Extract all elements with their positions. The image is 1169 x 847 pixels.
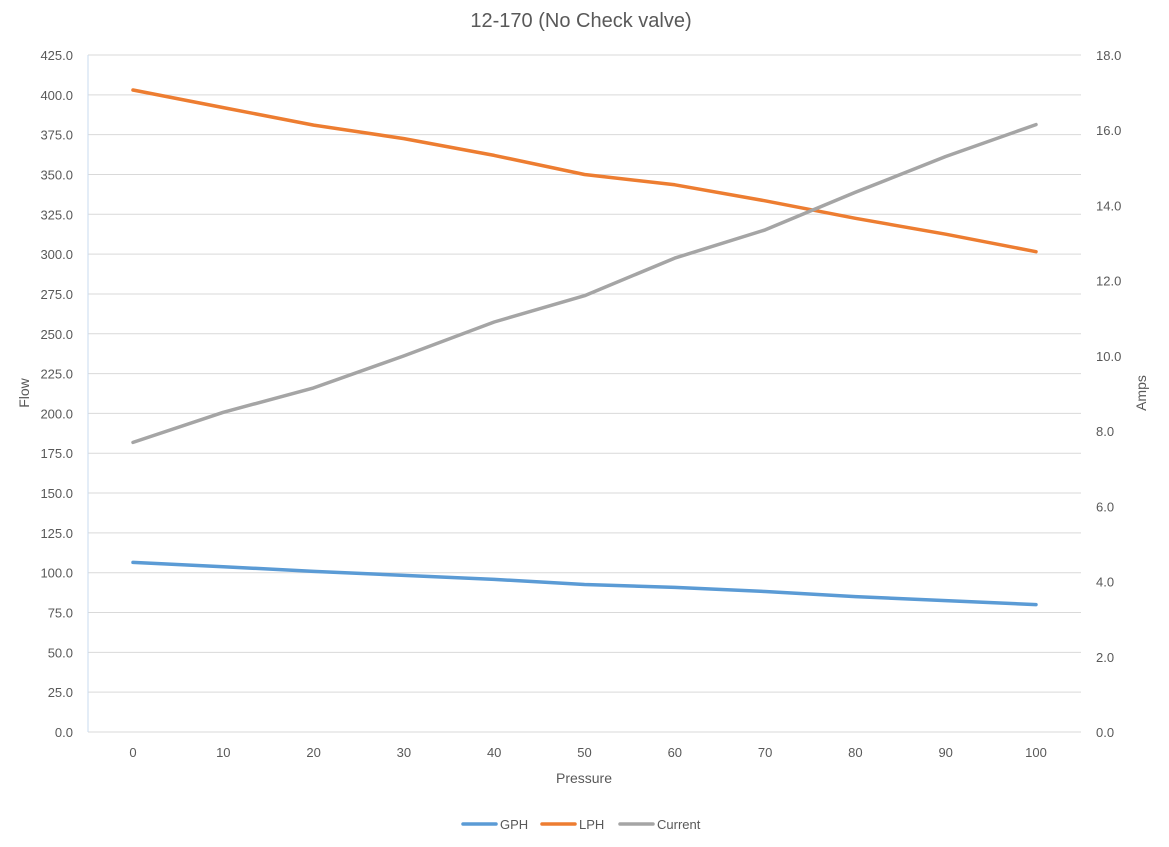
right-axis-ticks: 0.0 2.0 4.0 6.0 8.0 10.0 12.0 14.0 16.0 18.0 xyxy=(1096,48,1121,740)
y-tick-label: 200.0 xyxy=(40,406,73,421)
y2-tick-label: 18.0 xyxy=(1096,48,1121,63)
y-tick-label: 325.0 xyxy=(40,207,73,222)
x-tick-label: 80 xyxy=(848,745,862,760)
y-tick-label: 0.0 xyxy=(55,725,73,740)
y-tick-label: 225.0 xyxy=(40,367,73,382)
y-tick-label: 75.0 xyxy=(48,606,73,621)
legend-item-lph: LPH xyxy=(540,817,604,832)
series-line-current xyxy=(131,122,1038,445)
x-tick-label: 60 xyxy=(668,745,682,760)
y2-tick-label: 14.0 xyxy=(1096,198,1121,213)
x-tick-label: 0 xyxy=(129,745,136,760)
y-tick-label: 250.0 xyxy=(40,327,73,342)
y2-tick-label: 12.0 xyxy=(1096,274,1121,289)
y2-tick-label: 2.0 xyxy=(1096,650,1114,665)
y-tick-label: 175.0 xyxy=(40,446,73,461)
y-tick-label: 125.0 xyxy=(40,526,73,541)
x-tick-label: 10 xyxy=(216,745,230,760)
x-tick-label: 40 xyxy=(487,745,501,760)
y2-tick-label: 8.0 xyxy=(1096,424,1114,439)
y-tick-label: 400.0 xyxy=(40,88,73,103)
x-tick-label: 100 xyxy=(1025,745,1047,760)
y2-tick-label: 4.0 xyxy=(1096,575,1114,590)
x-tick-label: 20 xyxy=(306,745,320,760)
legend-item-current: Current xyxy=(618,817,701,832)
y2-tick-label: 6.0 xyxy=(1096,499,1114,514)
y-tick-label: 375.0 xyxy=(40,128,73,143)
y-tick-label: 100.0 xyxy=(40,566,73,581)
chart-title: 12-170 (No Check valve) xyxy=(470,10,691,32)
x-axis-ticks: 0 10 20 30 40 50 60 70 80 90 100 xyxy=(129,745,1046,760)
x-tick-label: 50 xyxy=(577,745,591,760)
y2-tick-label: 10.0 xyxy=(1096,349,1121,364)
y-axis-title: Flow xyxy=(16,377,32,407)
left-axis-ticks: 0.0 25.0 50.0 75.0 100.0 125.0 150.0 175.0 200.0… xyxy=(40,48,73,740)
x-tick-label: 90 xyxy=(938,745,952,760)
y2-tick-label: 0.0 xyxy=(1096,725,1114,740)
y-tick-label: 275.0 xyxy=(40,287,73,302)
series-line-lph xyxy=(131,88,1038,254)
legend-item-gph: GPH xyxy=(461,817,528,832)
y-tick-label: 50.0 xyxy=(48,645,73,660)
series-line-gph xyxy=(131,560,1038,607)
x-tick-label: 70 xyxy=(758,745,772,760)
y2-axis-title: Amps xyxy=(1133,375,1149,411)
y-tick-label: 150.0 xyxy=(40,486,73,501)
legend-label: Current xyxy=(657,817,701,832)
legend-label: LPH xyxy=(579,817,604,832)
y-tick-label: 25.0 xyxy=(48,685,73,700)
legend-label: GPH xyxy=(500,817,528,832)
series-lines xyxy=(131,88,1038,607)
gridlines xyxy=(87,54,1081,733)
legend: GPH LPH Current xyxy=(461,817,701,832)
y-tick-label: 300.0 xyxy=(40,247,73,262)
x-axis-title: Pressure xyxy=(556,770,612,786)
y-tick-label: 350.0 xyxy=(40,167,73,182)
y2-tick-label: 16.0 xyxy=(1096,123,1121,138)
x-tick-label: 30 xyxy=(397,745,411,760)
y-tick-label: 425.0 xyxy=(40,48,73,63)
